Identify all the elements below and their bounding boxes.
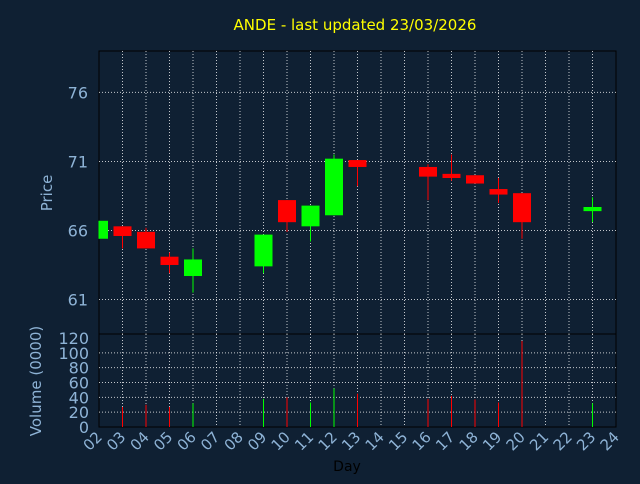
x-tick-label: 06 [174,428,200,454]
candle-body [583,206,602,212]
candle-body [325,158,343,216]
x-tick-label: 24 [597,428,623,454]
volume-tick-label: 120 [58,329,89,348]
price-tick-label: 71 [68,152,88,171]
x-tick-label: 19 [479,428,505,454]
x-tick-label: 15 [385,428,411,454]
x-tick-label: 22 [550,428,576,454]
x-tick-label: 04 [127,428,153,454]
candle-body [137,231,155,249]
candle-body [348,160,367,167]
volume-tick-label: 0 [79,418,89,437]
x-tick-label: 08 [221,428,247,454]
price-tick-label: 66 [68,221,88,240]
x-tick-label: 07 [197,428,223,454]
candle-body [278,200,296,223]
x-tick-label: 18 [456,428,482,454]
candle-body [254,234,273,267]
volume-tick-label: 20 [69,403,89,422]
price-panel: 61 66 71 76 [68,50,617,335]
x-tick-label: 11 [291,428,317,454]
x-tick-label: 17 [432,428,458,454]
x-tick-label: 05 [150,428,176,454]
x-tick-label: 13 [338,428,364,454]
x-tick-label: 12 [315,428,341,454]
candle-body [184,259,202,277]
candle-body [489,189,508,195]
x-axis-label: Day [333,459,361,475]
x-tick-label: 16 [409,428,435,454]
volume-tick-label: 40 [69,388,89,407]
x-tick-label: 14 [362,428,388,454]
x-tick-label: 10 [268,428,294,454]
x-tick-label: 23 [573,428,599,454]
candle-body [301,205,320,227]
candle-body [113,226,132,236]
candle-body [99,220,108,239]
x-tick-label: 09 [244,428,270,454]
candle-body [160,256,179,265]
chart-title: ANDE - last updated 23/03/2026 [234,16,477,34]
candle-body [513,193,531,223]
x-tick-label: 20 [503,428,529,454]
x-tick-label: 21 [526,428,552,454]
price-tick-label: 76 [68,83,88,102]
price-axis-label: Price [38,175,56,212]
volume-tick-label: 60 [69,374,89,393]
volume-axis-label: Volume (0000) [27,326,45,436]
volume-tick-label: 100 [58,344,89,363]
candle-body [442,173,461,179]
x-tick-labels: 0203040506070809101112131415161718192021… [80,428,623,454]
candle-body [419,166,437,177]
candle-body [466,175,484,184]
price-tick-label: 61 [68,290,88,309]
x-tick-label: 03 [103,428,129,454]
volume-tick-label: 80 [69,359,89,378]
